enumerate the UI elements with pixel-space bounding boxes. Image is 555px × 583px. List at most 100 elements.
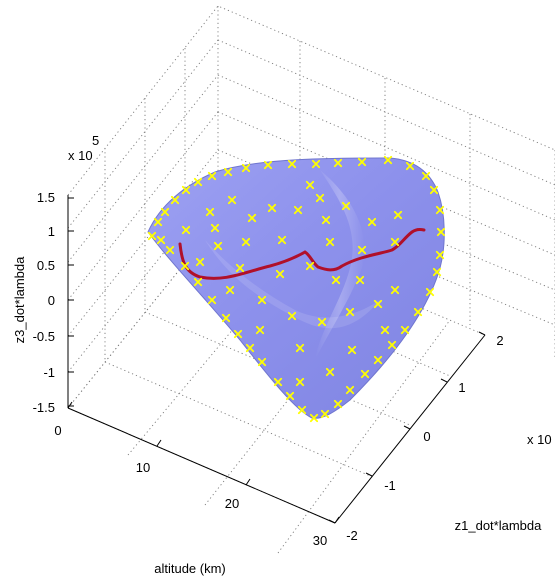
marker-x (245, 343, 255, 353)
marker-x (287, 311, 297, 321)
marker-x (393, 210, 403, 220)
marker-x (193, 277, 203, 287)
marker-x (255, 325, 265, 335)
marker-x (165, 245, 175, 255)
marker-x (247, 213, 257, 223)
marker-x (345, 385, 355, 395)
marker-x (267, 203, 277, 213)
marker-x (277, 235, 287, 245)
z-tick-label: 0 (48, 293, 55, 308)
marker-x (297, 405, 307, 415)
marker-x (227, 195, 237, 205)
marker-x (181, 185, 191, 195)
marker-x (195, 257, 205, 267)
marker-x (305, 261, 315, 271)
marker-x (357, 245, 367, 255)
marker-x (156, 235, 166, 245)
z-tick-label: 1.5 (37, 190, 55, 205)
marker-x (225, 285, 235, 295)
marker-x (345, 307, 355, 317)
y-tick-label: -2 (346, 528, 358, 543)
marker-x (221, 313, 231, 323)
marker-x (435, 205, 445, 215)
marker-x (360, 369, 370, 379)
y-multiplier: x 10 (527, 432, 552, 447)
marker-x (295, 377, 305, 387)
x-tick-label: 20 (225, 496, 239, 511)
marker-x (263, 160, 273, 170)
marker-x (317, 317, 327, 327)
marker-x (357, 157, 367, 167)
y-tick-label: 0 (423, 429, 430, 444)
marker-x (367, 217, 377, 227)
marker-x (241, 163, 251, 173)
marker-x (241, 237, 251, 247)
marker-x (432, 267, 442, 277)
marker-x (380, 325, 390, 335)
marker-x (170, 195, 180, 205)
marker-x (321, 215, 331, 225)
marker-x (421, 171, 431, 181)
axes (67, 195, 486, 524)
marker-x (153, 217, 163, 227)
marker-x (347, 345, 357, 355)
trajectory-line (178, 227, 426, 280)
marker-x (305, 180, 315, 190)
marker-x (193, 177, 203, 187)
marker-x (287, 159, 297, 169)
marker-x (315, 193, 325, 203)
marker-x (390, 237, 400, 247)
marker-x (213, 241, 223, 251)
marker-x (333, 158, 343, 168)
marker-x (383, 155, 393, 165)
z-tick-label: -1 (43, 365, 55, 380)
marker-x (293, 205, 303, 215)
y-tick-label: 1 (458, 380, 465, 395)
marker-x (333, 399, 343, 409)
marker-x (325, 367, 335, 377)
marker-x (429, 185, 439, 195)
marker-x (320, 409, 330, 419)
marker-x (275, 269, 285, 279)
z-axis-label: z3_dot*lambda (12, 256, 27, 343)
marker-x (311, 159, 321, 169)
z-tick-label: 0.5 (37, 258, 55, 273)
y-axis-label: z1_dot*lambda (455, 518, 542, 533)
z-multiplier: x 10 (68, 148, 93, 163)
marker-x (207, 171, 217, 181)
marker-x (295, 343, 305, 353)
x-tick-label: 0 (54, 423, 61, 438)
marker-x (147, 231, 157, 241)
marker-x (436, 227, 446, 237)
marker-x (180, 261, 190, 271)
z-tick-label: -1.5 (33, 400, 55, 415)
z-tick-label: 1 (48, 224, 55, 239)
marker-x (405, 161, 415, 171)
marker-x (285, 391, 295, 401)
x-tick-label: 10 (136, 460, 150, 475)
y-tick-label: 2 (496, 333, 503, 348)
marker-x (309, 413, 319, 423)
marker-x (207, 295, 217, 305)
x-axis-label: altitude (km) (154, 561, 226, 576)
marker-x (210, 223, 220, 233)
marker-x (235, 263, 245, 273)
marker-x (373, 355, 383, 365)
marker-x (160, 207, 170, 217)
marker-x (425, 287, 435, 297)
marker-x (273, 377, 283, 387)
marker-x (205, 207, 215, 217)
marker-x (435, 250, 445, 260)
marker-x (355, 275, 365, 285)
marker-x (390, 285, 400, 295)
marker-x (257, 357, 267, 367)
marker-x (181, 225, 191, 235)
marker-x (233, 329, 243, 339)
marker-x (387, 340, 397, 350)
marker-x (400, 325, 410, 335)
z-tick-label: -0.5 (33, 329, 55, 344)
marker-x (257, 295, 267, 305)
z-multiplier-exponent: 5 (92, 133, 99, 148)
y-tick-label: -1 (384, 478, 396, 493)
